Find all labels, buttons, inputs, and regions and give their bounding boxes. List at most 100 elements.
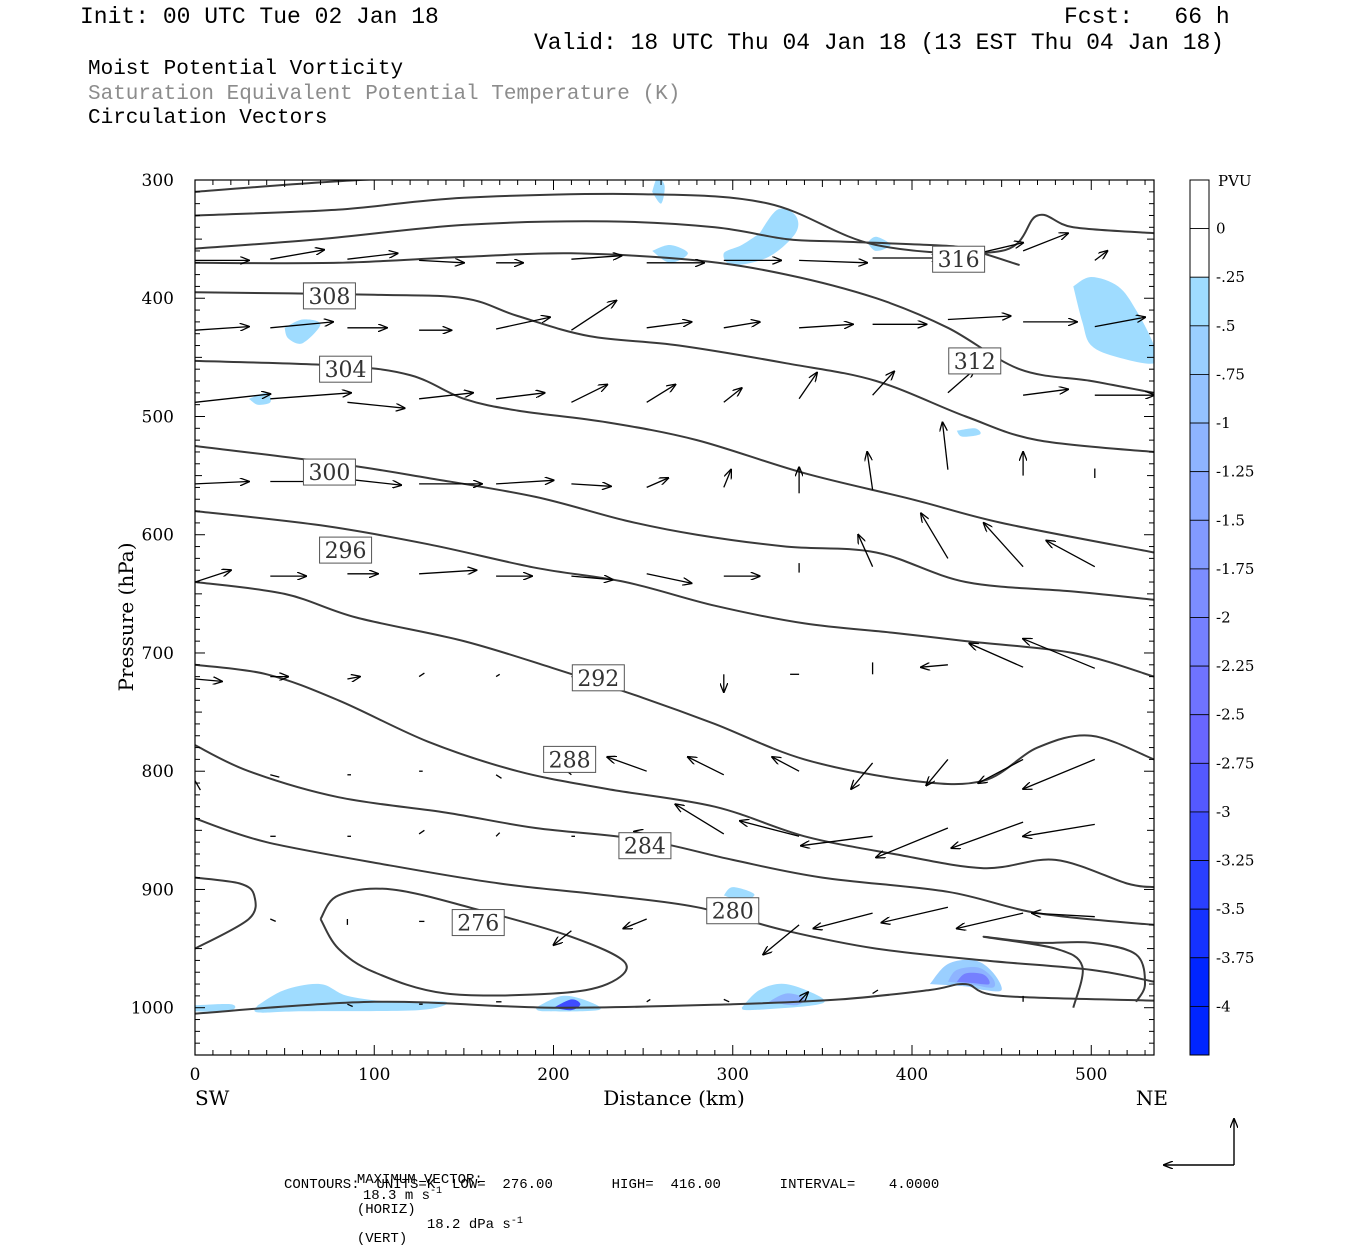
circulation-vector-32 (646, 385, 676, 403)
circulation-vector-31 (571, 385, 607, 403)
circulation-vector-121 (872, 989, 879, 995)
circulation-vector-58 (646, 573, 692, 583)
circulation-vector-57 (571, 576, 612, 580)
vector-scale-key (1164, 1119, 1234, 1165)
y-tick-label: 1000 (131, 999, 174, 1019)
circulation-vector-12 (1094, 251, 1108, 261)
max-vector-horiz: 18.3 m s (362, 1187, 431, 1204)
circulation-vector-25 (1094, 317, 1145, 328)
y-tick-label: 800 (142, 762, 174, 782)
isentrope-312-3 (195, 252, 1154, 394)
svg-text:304: 304 (325, 358, 367, 383)
isentrope-unlabeled-2 (195, 220, 1020, 267)
svg-text:280: 280 (712, 900, 754, 925)
contour-label-312: 312 (948, 347, 1002, 375)
isentrope-316-1 (195, 192, 1154, 255)
isentrope-288-9 (195, 663, 1154, 889)
isentrope-308-4 (195, 291, 1154, 453)
circulation-vector-119 (723, 998, 730, 1003)
circulation-vector-76 (969, 644, 1024, 668)
colorbar-label: -3.5 (1216, 900, 1245, 918)
colorbar-label: 0 (1216, 220, 1226, 238)
colorbar-swatch (1189, 860, 1210, 910)
circulation-vector-49 (943, 422, 949, 470)
circulation-vector-87 (851, 762, 874, 789)
y-tick-label: 700 (142, 644, 174, 664)
circulation-vector-85 (688, 757, 725, 776)
colorbar-label: -3.75 (1216, 949, 1254, 967)
circulation-vector-20 (723, 322, 760, 329)
circulation-vector-5 (571, 256, 621, 260)
svg-text:288: 288 (549, 748, 591, 773)
colorbar-swatch (1189, 665, 1210, 716)
colorbar-label: -3.25 (1216, 852, 1254, 870)
circulation-vector-48 (867, 452, 874, 490)
circulation-vector-13 (195, 327, 249, 331)
pv-shading-1 (723, 208, 799, 266)
contour-label-296: 296 (319, 536, 373, 564)
colorbar-label: -.75 (1216, 365, 1245, 383)
y-tick-label: 400 (142, 289, 174, 309)
contour-label-308: 308 (302, 282, 356, 310)
colorbar-label: -.5 (1216, 317, 1235, 335)
y-tick-label: 300 (142, 171, 174, 191)
field-title-theta-es: Saturation Equivalent Potential Temperat… (88, 83, 681, 106)
pv-shading-7 (956, 428, 981, 437)
circulation-vector-52 (195, 570, 231, 583)
colorbar-label: -4 (1216, 997, 1231, 1015)
colorbar-swatch (1189, 908, 1210, 959)
contour-label-304: 304 (319, 355, 373, 383)
circulation-vector-39 (195, 482, 249, 484)
x-tick-label: 500 (1075, 1065, 1107, 1085)
contour-label-300: 300 (302, 458, 356, 486)
circulation-vector-28 (347, 401, 404, 408)
colorbar-swatch (1189, 762, 1210, 813)
circulation-vector-69 (495, 673, 501, 678)
colorbar-swatch (1189, 422, 1210, 473)
circulation-vector-111 (813, 912, 873, 928)
circulation-vector-112 (882, 906, 949, 922)
circulation-vector-19 (646, 322, 692, 329)
colorbar-swatch (1189, 325, 1210, 375)
pv-shading-15 (956, 972, 990, 985)
colorbar-label: -1.25 (1216, 463, 1254, 481)
x-axis-right-end-label: NE (1136, 1086, 1168, 1110)
circulation-vector-88 (926, 758, 949, 785)
colorbar-swatch (1189, 179, 1210, 230)
isentrope-300-6 (195, 445, 1154, 601)
circulation-vector-46 (723, 470, 731, 488)
isentrope-unlabeled-14 (195, 982, 1154, 1015)
circulation-vector-103 (270, 918, 276, 922)
x-tick-label: 0 (190, 1065, 201, 1085)
svg-text:308: 308 (308, 285, 350, 310)
contour-label-288: 288 (543, 745, 597, 773)
isentrope-284-10 (195, 744, 1154, 926)
circulation-vector-3 (419, 260, 464, 262)
max-vector-label: MAXIMUM VECTOR: (356, 1172, 483, 1188)
circulation-vector-67 (347, 677, 360, 679)
x-axis-title: Distance (km) (603, 1086, 745, 1110)
circulation-vector-30 (496, 393, 544, 400)
colorbar-swatch (1189, 471, 1210, 521)
colorbar-label: -.25 (1216, 268, 1245, 286)
circulation-vector-75 (921, 665, 948, 667)
svg-text:276: 276 (457, 912, 499, 937)
circulation-vector-34 (798, 373, 817, 400)
circulation-vector-63 (984, 523, 1024, 568)
pv-shading-10 (195, 1004, 236, 1012)
contour-label-292: 292 (571, 664, 625, 692)
circulation-vector-37 (1023, 389, 1068, 396)
contour-label-284: 284 (618, 832, 672, 860)
y-axis-title: Pressure (hPa) (114, 543, 138, 692)
colorbar-swatch (1189, 811, 1210, 861)
circulation-vector-44 (571, 484, 611, 486)
valid-time: Valid: 18 UTC Thu 04 Jan 18 (13 EST Thu … (534, 30, 1225, 56)
circulation-vector-55 (419, 570, 476, 574)
circulation-vector-33 (723, 388, 742, 403)
isentrope-280-11 (195, 817, 1154, 983)
field-title-pv: Moist Potential Vorticity (88, 58, 404, 81)
isentrope-304-5 (195, 359, 1154, 554)
circulation-vector-120 (798, 992, 808, 1003)
circulation-vector-18 (571, 301, 616, 331)
colorbar-label: -2 (1216, 609, 1231, 627)
